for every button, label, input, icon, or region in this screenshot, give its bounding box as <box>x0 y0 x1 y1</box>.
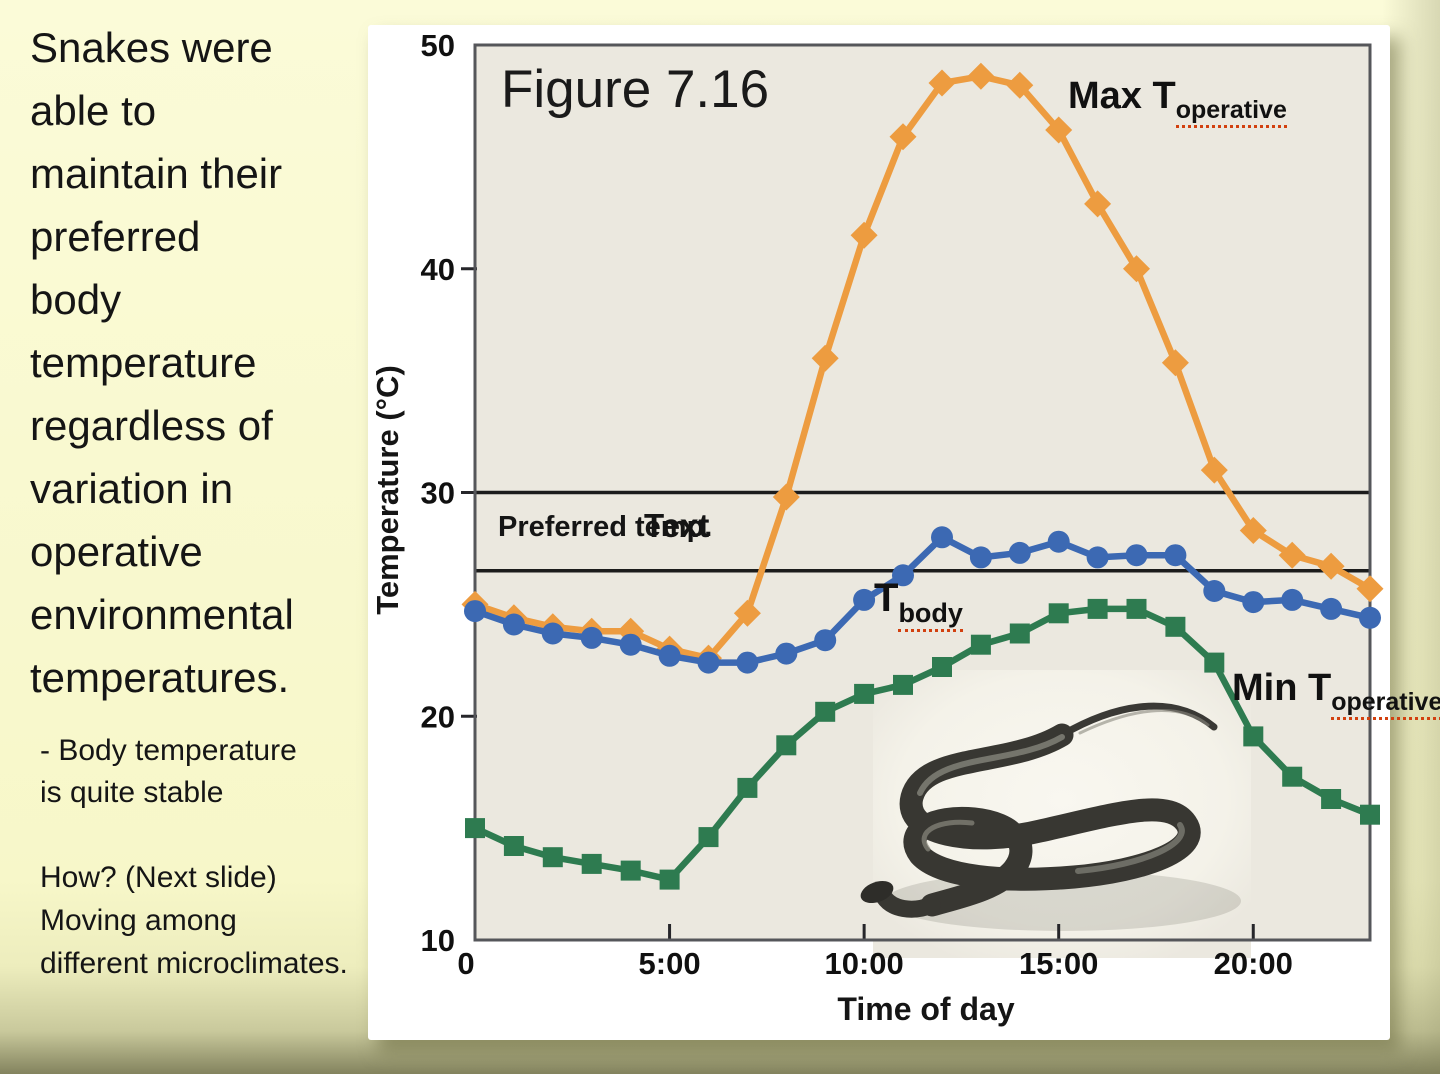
slide-bullet-text: - Body temperature is quite stable <box>40 734 297 809</box>
t-body-label-main: T <box>874 576 899 620</box>
y-tick-label: 40 <box>421 252 455 287</box>
x-tick-label: 15:00 <box>1019 946 1098 981</box>
y-tick-label: 30 <box>421 476 455 511</box>
x-tick-label: 20:00 <box>1214 946 1293 981</box>
y-axis-title: Temperature (°C) <box>370 365 405 615</box>
temperature-chart: 50 40 30 20 100 5:00 10:00 15:00 20:00 <box>421 28 1384 981</box>
min-t-operative-label-sub: operative <box>1331 688 1440 720</box>
overlapping-text-artifact: Text <box>644 507 710 544</box>
y-tick-label: 20 <box>421 699 455 734</box>
x-tick-label: 5:00 <box>639 946 701 981</box>
min-t-operative-label: Min Toperative <box>1232 667 1440 720</box>
x-tick-label: 0 <box>457 946 474 981</box>
max-t-operative-label-main: Max T <box>1068 75 1176 117</box>
t-body-label: Tbody <box>874 576 963 632</box>
series-t-body <box>464 526 1381 674</box>
y-tick-label: 50 <box>421 28 455 63</box>
snake-image <box>860 670 1251 958</box>
max-t-operative-label: Max Toperative <box>1068 75 1287 128</box>
chart-panel: 50 40 30 20 10 0 5:00 10:00 15:00 20:00 Figure 7.… <box>368 25 1440 1040</box>
preferred-temp-text: Preferred temp. <box>498 511 713 543</box>
slide-main-text: Snakes were able to maintain their prefe… <box>30 24 294 701</box>
t-body-label-sub: body <box>898 598 963 632</box>
slide-footer-text: How? (Next slide) Moving among different… <box>40 861 348 980</box>
min-t-operative-label-main: Min T <box>1232 667 1332 709</box>
max-t-operative-label-sub: operative <box>1175 96 1287 128</box>
x-axis-title: Time of day <box>837 991 1015 1027</box>
y-tick-label: 10 <box>421 923 455 958</box>
figure-title: Figure 7.16 <box>501 60 770 119</box>
series-min-t-operative <box>465 598 1380 890</box>
preferred-temp-label: Preferred temp. Text <box>498 507 713 544</box>
x-tick-label: 10:00 <box>824 946 903 981</box>
